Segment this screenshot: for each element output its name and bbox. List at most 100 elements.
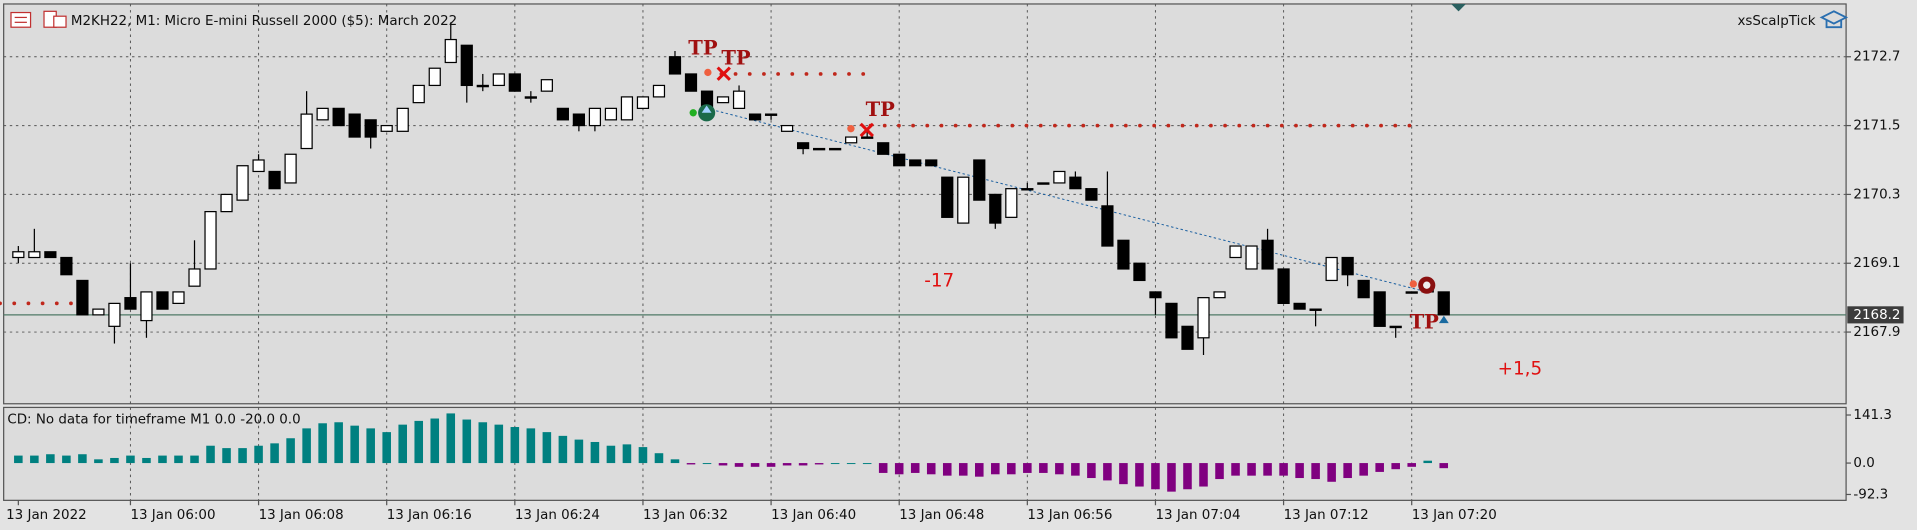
histogram-bar [254,445,263,464]
histogram-bar [142,457,151,464]
histogram-bar [766,463,776,467]
candle-body [1117,239,1130,270]
candle-body [1149,291,1162,299]
candle-body [1389,325,1402,329]
entry-dot [689,109,697,117]
candle-body [652,84,666,98]
candle-body [732,90,746,109]
candle-body [188,268,201,287]
menu-icon[interactable] [10,11,32,28]
exit-icon-inner [1423,281,1431,289]
candle-body [1229,245,1242,259]
candle-body [780,124,794,132]
histogram-bar [1423,460,1433,464]
histogram-bar [1183,463,1192,490]
candle-body [829,147,842,151]
y-tick-label: 2171.5 [1853,119,1900,134]
candle-body [60,256,73,276]
candle-body [444,38,457,64]
candle-body [220,193,233,213]
histogram-bar [94,459,103,464]
candle-body [12,251,25,259]
indicator-title: CD: No data for timeframe M1 0.0 -20.0 0… [7,413,300,428]
candle-body [124,297,137,310]
candle-body [636,96,650,109]
candle-body [973,159,986,201]
candle-body [348,113,361,138]
candle-body [1293,302,1306,310]
histogram-bar [382,432,391,464]
trade-line [706,107,1427,293]
histogram-bar [126,455,135,464]
tp-dot [847,125,855,133]
histogram-bar [574,439,584,464]
histogram-bar [398,424,407,464]
histogram-bar [846,463,856,465]
candle-body [1085,188,1098,201]
main-pane [3,3,1847,405]
histogram-bar [414,420,424,464]
histogram-bar [238,448,247,464]
histogram-bar [942,463,952,476]
histogram-bar [1087,463,1096,479]
histogram-bar [1327,463,1336,482]
histogram-bar [1071,463,1080,476]
candle-body [1005,188,1018,218]
candle-body [28,251,41,259]
histogram-bar [1391,463,1400,470]
candle-body [893,153,906,167]
candle-body [909,159,922,167]
candle-body [1277,268,1290,304]
histogram-bar [654,453,664,464]
histogram-bar [30,455,39,464]
candle-body [877,142,890,155]
histogram-bar [446,413,456,464]
candle-body [620,96,634,121]
candle-body [796,142,810,150]
histogram-bar [190,455,199,464]
histogram-bar [62,455,71,464]
histogram-bar [1119,463,1128,485]
candle-body [284,153,297,184]
histogram-bar [798,463,808,466]
x-tick-label: 13 Jan 07:20 [1412,508,1497,523]
x-tick-label: 13 Jan 06:00 [130,508,215,523]
candle-body [957,176,970,224]
y-tick-label: 2170.3 [1853,187,1900,202]
candle-body [364,119,377,138]
histogram-bar [430,418,440,464]
histogram-bar [1263,463,1272,476]
histogram-bar [926,463,936,475]
annotation: TP [866,98,896,121]
histogram-bar [494,424,504,464]
candle-body [236,165,249,201]
histogram-bar [334,422,343,464]
candle-body [861,136,874,139]
candle-body [764,113,778,116]
candle-body [1405,291,1418,294]
x-tick-label: 13 Jan 07:04 [1155,508,1240,523]
last-price-label: 2168.2 [1853,308,1900,323]
candle-body [172,291,185,304]
y-tick-label: 2169.1 [1853,256,1900,271]
histogram-bar [686,463,696,465]
x-tick-label: 13 Jan 06:08 [259,508,344,523]
candle-body [76,279,89,316]
histogram-bar [526,428,536,464]
histogram-bar [910,463,920,473]
histogram-bar [318,423,327,464]
histogram-bar [1199,463,1208,487]
histogram-bar [270,443,279,464]
histogram-bar [46,454,55,464]
symbol-icon [53,15,67,28]
candle-body [332,107,345,127]
candle-body [1069,176,1082,190]
histogram-bar [1375,463,1384,472]
candle-body [1197,297,1210,339]
candle-body [44,251,57,259]
annotation: TP [688,37,718,60]
histogram-bar [1039,463,1048,473]
histogram-bar [302,428,311,464]
candle-body [1053,170,1066,184]
